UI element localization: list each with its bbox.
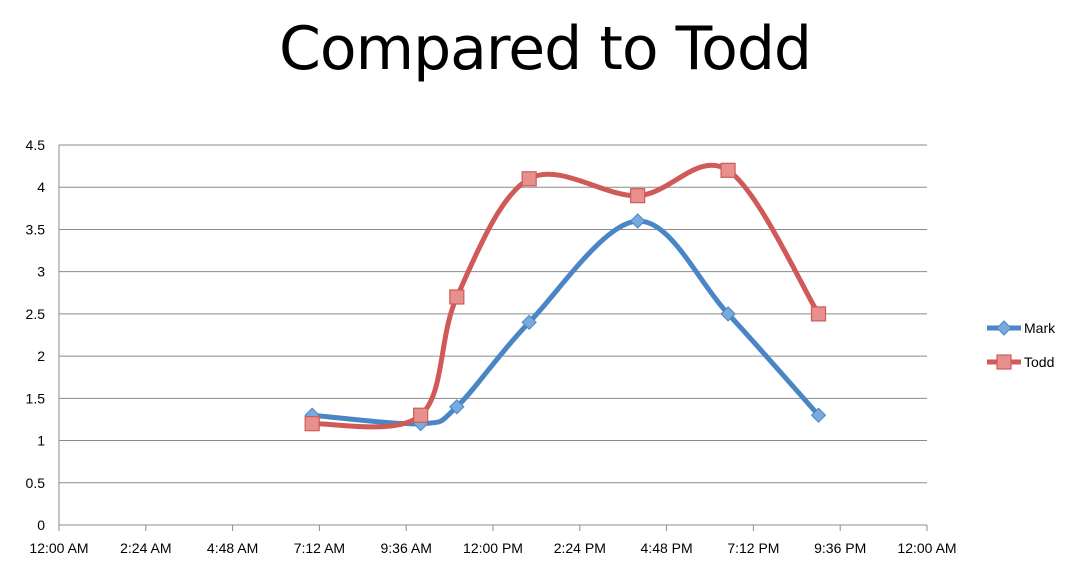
legend-marker-todd bbox=[996, 354, 1012, 370]
x-tick-label: 7:12 AM bbox=[294, 540, 345, 556]
legend-label-mark: Mark bbox=[1024, 320, 1056, 336]
y-tick-label: 0 bbox=[37, 517, 45, 533]
y-tick-label: 3.5 bbox=[26, 221, 46, 237]
data-point-todd bbox=[413, 407, 429, 423]
data-point-mark bbox=[521, 314, 537, 331]
y-tick-label: 4.5 bbox=[26, 137, 46, 153]
y-tick-label: 1.5 bbox=[26, 390, 46, 406]
data-point-todd bbox=[720, 162, 736, 178]
data-point-mark bbox=[449, 399, 465, 415]
series-line-todd bbox=[309, 162, 821, 430]
data-point-todd bbox=[810, 306, 827, 322]
data-point-todd bbox=[449, 289, 465, 305]
x-tick-label: 2:24 AM bbox=[120, 540, 171, 556]
data-point-mark bbox=[629, 213, 646, 229]
y-tick-label: 2.5 bbox=[26, 306, 46, 322]
data-point-mark bbox=[720, 306, 736, 322]
data-point-todd bbox=[304, 416, 320, 432]
series-lines bbox=[309, 162, 821, 430]
series-markers bbox=[304, 162, 827, 432]
y-tick-labels: 0 0.5 1 1.5 2 2.5 3 3.5 4 4.5 bbox=[26, 137, 46, 533]
data-point-todd bbox=[521, 171, 537, 187]
x-tick-label: 12:00 AM bbox=[897, 540, 956, 556]
x-tick-label: 12:00 AM bbox=[29, 540, 88, 556]
x-tick-label: 7:12 PM bbox=[727, 540, 779, 556]
y-tick-label: 3 bbox=[37, 264, 45, 280]
y-tick-label: 0.5 bbox=[26, 475, 46, 491]
x-tick-label: 4:48 AM bbox=[207, 540, 258, 556]
y-tick-label: 4 bbox=[37, 179, 45, 195]
chart-title: Compared to Todd bbox=[279, 14, 812, 84]
x-tick-label: 9:36 AM bbox=[381, 540, 432, 556]
x-tick-label: 12:00 PM bbox=[463, 540, 523, 556]
x-tick-label: 9:36 PM bbox=[814, 540, 866, 556]
y-tick-label: 1 bbox=[37, 433, 45, 449]
y-tick-label: 2 bbox=[37, 348, 45, 364]
x-tick-label: 2:24 PM bbox=[554, 540, 606, 556]
axes bbox=[58, 145, 928, 531]
legend-marker-mark bbox=[996, 320, 1012, 336]
x-tick-label: 4:48 PM bbox=[641, 540, 693, 556]
legend: Mark Todd bbox=[987, 320, 1056, 370]
x-tick-labels: 12:00 AM 2:24 AM 4:48 AM 7:12 AM 9:36 AM 12:0… bbox=[29, 540, 956, 556]
series-line-mark bbox=[309, 218, 821, 427]
data-point-mark bbox=[810, 407, 827, 423]
gridlines bbox=[59, 144, 927, 484]
data-point-todd bbox=[630, 188, 646, 204]
legend-label-todd: Todd bbox=[1024, 354, 1054, 370]
